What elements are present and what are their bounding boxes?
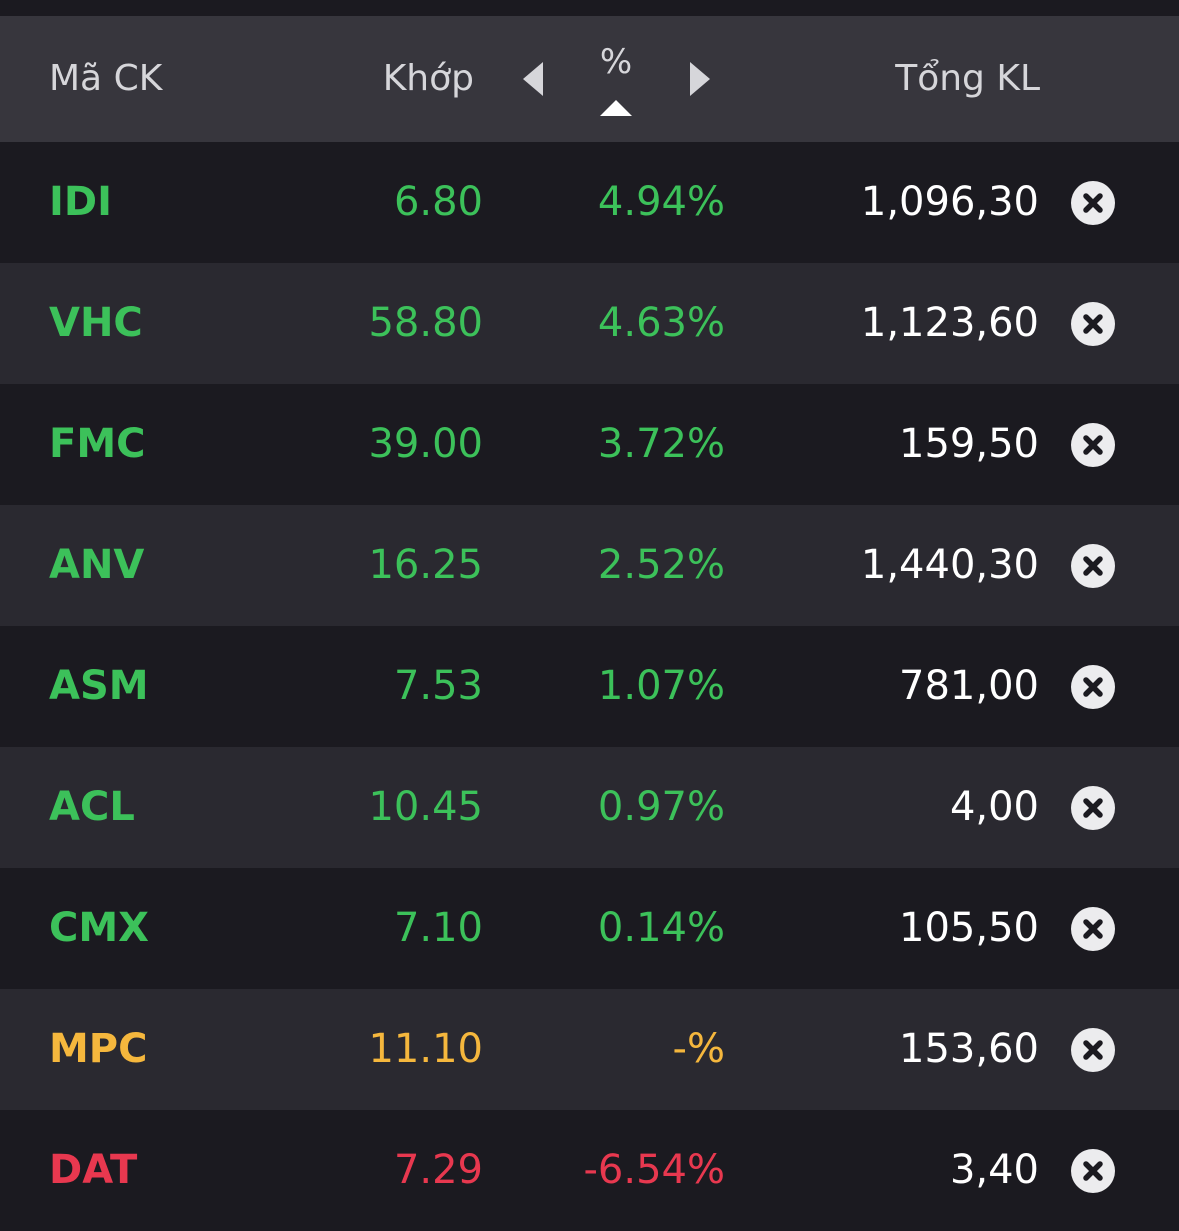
match-price: 39.00 bbox=[368, 421, 483, 467]
percent-change: 4.94% bbox=[597, 179, 725, 225]
stock-row[interactable]: VHC 58.80 4.63% 1,123,60 bbox=[0, 263, 1179, 384]
close-circle-icon bbox=[1083, 1161, 1103, 1181]
match-price: 16.25 bbox=[368, 542, 483, 588]
stock-row[interactable]: ASM 7.53 1.07% 781,00 bbox=[0, 626, 1179, 747]
total-volume: 1,123,60 bbox=[860, 300, 1039, 346]
match-price: 7.10 bbox=[393, 905, 483, 951]
stock-row[interactable]: IDI 6.80 4.94% 1,096,30 bbox=[0, 142, 1179, 263]
top-strip bbox=[0, 0, 1179, 16]
close-circle-icon bbox=[1083, 677, 1103, 697]
header-symbol[interactable]: Mã CK bbox=[49, 58, 163, 99]
caret-left-icon bbox=[523, 62, 543, 96]
stock-symbol[interactable]: MPC bbox=[49, 1026, 148, 1072]
stock-row[interactable]: DAT 7.29 -6.54% 3,40 bbox=[0, 1110, 1179, 1231]
stock-row[interactable]: CMX 7.10 0.14% 105,50 bbox=[0, 868, 1179, 989]
remove-button[interactable] bbox=[1071, 1028, 1115, 1072]
stock-symbol[interactable]: VHC bbox=[49, 300, 143, 346]
sort-ascending-icon bbox=[600, 100, 632, 116]
header-price[interactable]: Khớp bbox=[382, 58, 474, 99]
stock-symbol[interactable]: ANV bbox=[49, 542, 145, 588]
stock-symbol[interactable]: ACL bbox=[49, 784, 135, 830]
match-price: 58.80 bbox=[368, 300, 483, 346]
stock-list: IDI 6.80 4.94% 1,096,30 VHC 58.80 4.63% 1,123,6… bbox=[0, 142, 1179, 1231]
percent-change: 0.14% bbox=[597, 905, 725, 951]
percent-change: -% bbox=[672, 1026, 725, 1072]
total-volume: 159,50 bbox=[899, 421, 1039, 467]
close-circle-icon bbox=[1083, 919, 1103, 939]
percent-change: 2.52% bbox=[597, 542, 725, 588]
stock-row[interactable]: MPC 11.10 -% 153,60 bbox=[0, 989, 1179, 1110]
total-volume: 4,00 bbox=[949, 784, 1039, 830]
match-price: 6.80 bbox=[393, 179, 483, 225]
total-volume: 3,40 bbox=[949, 1147, 1039, 1193]
stock-symbol[interactable]: CMX bbox=[49, 905, 149, 951]
percent-change: 1.07% bbox=[597, 663, 725, 709]
match-price: 11.10 bbox=[368, 1026, 483, 1072]
close-circle-icon bbox=[1083, 314, 1103, 334]
total-volume: 781,00 bbox=[899, 663, 1039, 709]
match-price: 10.45 bbox=[368, 784, 483, 830]
stock-row[interactable]: FMC 39.00 3.72% 159,50 bbox=[0, 384, 1179, 505]
stock-symbol[interactable]: DAT bbox=[49, 1147, 138, 1193]
stock-symbol[interactable]: IDI bbox=[49, 179, 112, 225]
match-price: 7.29 bbox=[393, 1147, 483, 1193]
remove-button[interactable] bbox=[1071, 907, 1115, 951]
remove-button[interactable] bbox=[1071, 665, 1115, 709]
close-circle-icon bbox=[1083, 193, 1103, 213]
total-volume: 105,50 bbox=[899, 905, 1039, 951]
percent-change: 3.72% bbox=[597, 421, 725, 467]
percent-change: -6.54% bbox=[583, 1147, 725, 1193]
close-circle-icon bbox=[1083, 435, 1103, 455]
percent-change: 4.63% bbox=[597, 300, 725, 346]
table-header: Mã CK Khớp % Tổng KL bbox=[0, 16, 1179, 142]
close-circle-icon bbox=[1083, 556, 1103, 576]
remove-button[interactable] bbox=[1071, 786, 1115, 830]
remove-button[interactable] bbox=[1071, 302, 1115, 346]
header-percent-label: % bbox=[599, 42, 633, 82]
caret-right-icon bbox=[690, 62, 710, 96]
match-price: 7.53 bbox=[393, 663, 483, 709]
stock-row[interactable]: ANV 16.25 2.52% 1,440,30 bbox=[0, 505, 1179, 626]
percent-change: 0.97% bbox=[597, 784, 725, 830]
remove-button[interactable] bbox=[1071, 181, 1115, 225]
remove-button[interactable] bbox=[1071, 544, 1115, 588]
close-circle-icon bbox=[1083, 1040, 1103, 1060]
column-prev-button[interactable] bbox=[510, 56, 556, 102]
header-volume[interactable]: Tổng KL bbox=[895, 58, 1040, 99]
stock-symbol[interactable]: ASM bbox=[49, 663, 149, 709]
column-next-button[interactable] bbox=[676, 56, 722, 102]
stock-row[interactable]: ACL 10.45 0.97% 4,00 bbox=[0, 747, 1179, 868]
header-percent[interactable]: % bbox=[560, 16, 672, 142]
total-volume: 1,440,30 bbox=[860, 542, 1039, 588]
total-volume: 153,60 bbox=[899, 1026, 1039, 1072]
remove-button[interactable] bbox=[1071, 423, 1115, 467]
stock-symbol[interactable]: FMC bbox=[49, 421, 146, 467]
total-volume: 1,096,30 bbox=[860, 179, 1039, 225]
remove-button[interactable] bbox=[1071, 1149, 1115, 1193]
close-circle-icon bbox=[1083, 798, 1103, 818]
